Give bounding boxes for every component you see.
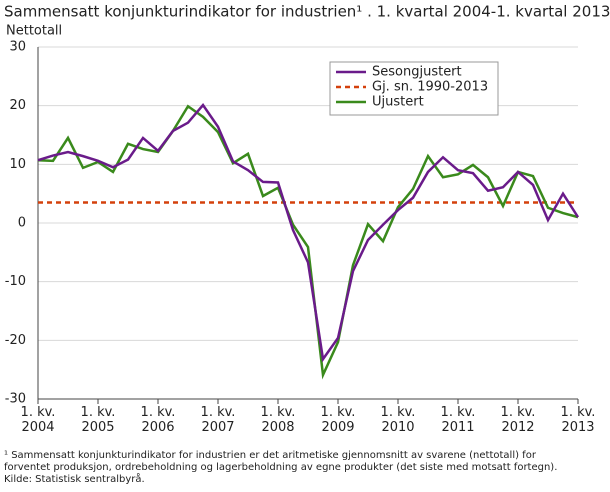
x-tick-label: 1. kv. 2011 bbox=[441, 405, 476, 435]
y-tick-label: -10 bbox=[5, 274, 26, 289]
x-tick-label: 1. kv. 2005 bbox=[81, 405, 116, 435]
y-tick-label: -30 bbox=[5, 392, 26, 407]
y-tick-label: 30 bbox=[9, 40, 26, 55]
x-tick-label: 1. kv. 2007 bbox=[201, 405, 236, 435]
x-tick-label: 1. kv. 2006 bbox=[141, 405, 176, 435]
footnote: Kilde: Statistisk sentralbyrå. bbox=[4, 472, 145, 485]
legend-label: Sesongjustert bbox=[372, 65, 462, 80]
y-tick-label: 10 bbox=[9, 157, 26, 172]
x-tick-label: 1. kv. 2004 bbox=[21, 405, 56, 435]
x-tick-label: 1. kv. 2013 bbox=[561, 405, 596, 435]
x-tick-label: 1. kv. 2012 bbox=[501, 405, 536, 435]
footnote: forventet produksjon, ordrebeholdning og… bbox=[4, 462, 557, 473]
chart-title: Sammensatt konjunkturindikator for indus… bbox=[4, 3, 610, 21]
y-axis-label: Nettotall bbox=[6, 24, 62, 39]
y-tick-label: 0 bbox=[18, 216, 26, 231]
x-tick-label: 1. kv. 2010 bbox=[381, 405, 416, 435]
x-tick-label: 1. kv. 2008 bbox=[261, 405, 296, 435]
legend-label: Ujustert bbox=[372, 95, 424, 110]
y-tick-label: -20 bbox=[5, 333, 26, 348]
legend-label: Gj. sn. 1990-2013 bbox=[372, 80, 488, 95]
x-tick-label: 1. kv. 2009 bbox=[321, 405, 356, 435]
y-tick-label: 20 bbox=[9, 98, 26, 113]
series-line bbox=[37, 103, 580, 363]
footnote: ¹ Sammensatt konjunkturindikator for ind… bbox=[4, 450, 537, 461]
series-line bbox=[37, 104, 579, 380]
